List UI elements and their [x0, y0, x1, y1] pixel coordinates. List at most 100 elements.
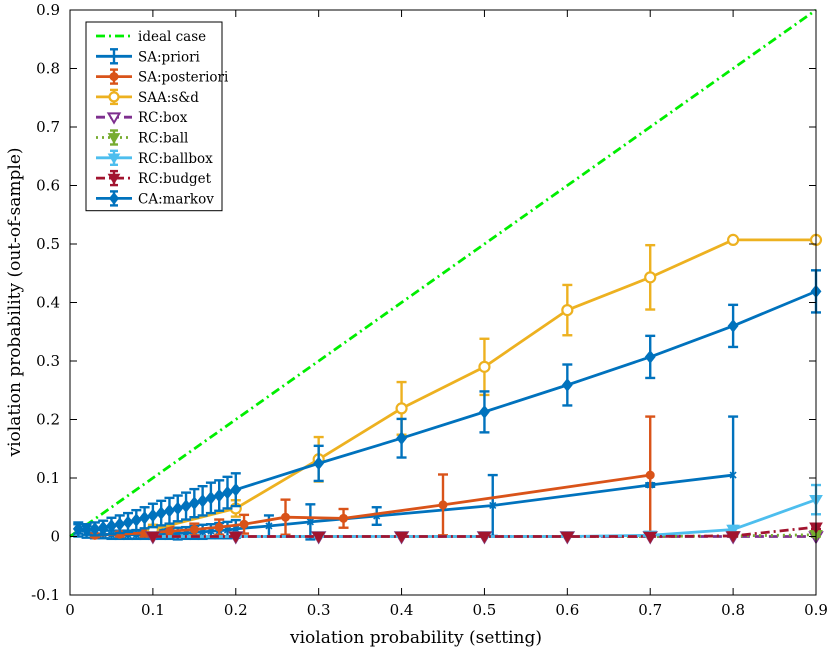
data-point-stroke [265, 522, 273, 530]
data-point [146, 531, 160, 544]
x-tick-label: 0.8 [721, 601, 745, 619]
data-point-stroke [232, 525, 240, 533]
data-point [727, 233, 740, 247]
data-point [561, 378, 573, 392]
data-point [644, 271, 657, 284]
data-point [228, 531, 243, 544]
data-point [265, 522, 273, 530]
x-tick-label: 0.4 [390, 601, 414, 619]
data-point [726, 524, 740, 537]
legend-box [85, 21, 223, 212]
data-point-stroke [223, 526, 232, 534]
data-point [108, 91, 120, 103]
y-tick-label: 0.5 [36, 235, 60, 253]
series-ideal-case [69, 8, 817, 538]
y-tick-label: 0 [50, 528, 60, 546]
data-point [107, 173, 121, 185]
y-tick-label: -0.1 [31, 586, 60, 604]
legend-label: SA:priori [138, 49, 201, 65]
legend-label: CA:markov [138, 191, 214, 207]
data-point [239, 519, 249, 529]
data-point [180, 499, 192, 513]
legend-entry: RC:ball [96, 129, 188, 147]
data-point [189, 524, 199, 534]
data-point [561, 304, 574, 317]
data-point-stroke [207, 527, 215, 535]
data-point [726, 531, 740, 543]
data-point-stroke [729, 471, 737, 479]
legend-entry: RC:box [96, 110, 188, 126]
data-point [281, 512, 291, 522]
y-tick-label: 0.1 [36, 469, 60, 487]
series-saa-s-d [146, 233, 823, 536]
data-point [107, 153, 121, 165]
data-point [232, 525, 240, 533]
data-point [727, 319, 739, 333]
data-point [164, 526, 174, 536]
data-point [489, 501, 497, 510]
legend-label: ideal case [138, 29, 206, 45]
data-point [108, 192, 120, 205]
data-point [396, 431, 407, 446]
data-point [81, 522, 93, 537]
data-point [477, 531, 492, 544]
legend-entry: ideal case [96, 29, 206, 45]
x-tick-label: 0.1 [141, 601, 165, 619]
data-point-stroke [489, 501, 497, 510]
legend-entry: CA:markov [96, 190, 214, 207]
y-tick-label: 0.6 [36, 177, 60, 195]
data-point [230, 482, 242, 497]
x-tick-label: 0.6 [555, 601, 579, 619]
legend-label: SAA:s&d [138, 90, 199, 106]
legend-label: RC:budget [138, 171, 212, 187]
x-tick-label: 0.5 [473, 601, 497, 619]
data-point [106, 112, 122, 125]
x-axis-label: violation probability (setting) [289, 628, 542, 648]
y-tick-label: 0.4 [36, 294, 60, 312]
series-ca-markov [72, 269, 822, 537]
data-point [222, 485, 233, 500]
legend: ideal case SA:priori SA:posteriori SAA:s&d R… [85, 21, 229, 212]
data-point [438, 500, 448, 510]
data-point [560, 531, 575, 544]
y-axis-label: violation probability (out-of-sample) [5, 147, 25, 457]
data-point [306, 518, 314, 526]
x-tick-label: 0.3 [307, 601, 331, 619]
data-point [645, 470, 655, 480]
legend-entry: SA:priori [96, 48, 201, 65]
data-point [197, 494, 209, 508]
data-point [89, 522, 101, 536]
legend-entry: RC:ballbox [96, 149, 213, 167]
data-point [107, 133, 121, 144]
data-point [643, 531, 658, 544]
axis-ticks: 0 0.1 0.2 0.3 0.4 0.5 0.6 0.7 0.8 0.9 -0.1 0 0.1 0.2 0… [31, 1, 828, 619]
y-tick-label: 0.2 [36, 411, 60, 429]
legend-entry: SAA:s&d [96, 88, 199, 106]
data-point [72, 522, 84, 536]
legend-label: RC:ball [138, 131, 188, 147]
data-point [109, 72, 119, 82]
x-tick-label: 0.7 [638, 601, 662, 619]
y-tick-label: 0.8 [36, 60, 60, 78]
data-point [395, 402, 408, 415]
legend-label: SA:posteriori [138, 70, 229, 86]
data-point [311, 531, 326, 544]
legend-entry: SA:posteriori [96, 68, 229, 86]
data-point [394, 531, 409, 544]
data-point [313, 456, 325, 471]
y-tick-label: 0.9 [36, 1, 60, 19]
data-point [214, 522, 224, 532]
y-tick-label: 0.7 [36, 118, 60, 136]
x-tick-label: 0.9 [804, 601, 828, 619]
x-tick-label: 0 [65, 601, 75, 619]
series-line [69, 8, 817, 538]
data-point [729, 471, 737, 479]
data-point-stroke [306, 518, 314, 526]
y-tick-label: 0.3 [36, 352, 60, 370]
x-tick-label: 0.2 [224, 601, 248, 619]
legend-label: RC:box [138, 110, 188, 126]
data-point [479, 405, 490, 419]
legend-entry: RC:budget [96, 169, 212, 187]
